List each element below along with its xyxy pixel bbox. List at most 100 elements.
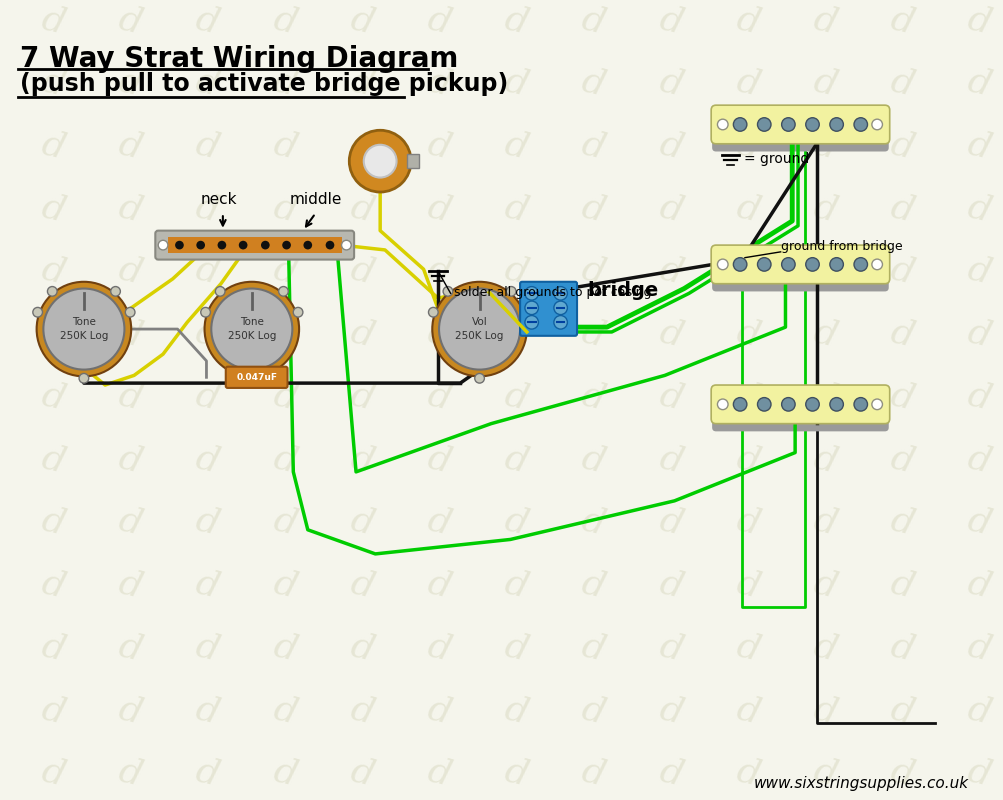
Circle shape (442, 286, 452, 296)
Circle shape (854, 258, 867, 271)
Text: d: d (500, 691, 532, 730)
Circle shape (854, 118, 867, 131)
Text: d: d (886, 566, 917, 604)
Circle shape (110, 286, 120, 296)
Text: d: d (192, 252, 223, 290)
Text: d: d (192, 1, 223, 40)
Text: d: d (963, 440, 994, 479)
Text: d: d (192, 754, 223, 793)
Circle shape (36, 282, 131, 376)
Text: d: d (37, 440, 68, 479)
Text: d: d (886, 754, 917, 793)
Text: d: d (192, 64, 223, 102)
Text: d: d (731, 1, 762, 40)
Text: bridge: bridge (587, 282, 658, 300)
Text: 250K Log: 250K Log (59, 331, 108, 341)
Text: d: d (963, 64, 994, 102)
Circle shape (438, 289, 520, 370)
Circle shape (211, 289, 292, 370)
Text: d: d (500, 440, 532, 479)
Text: Tone: Tone (72, 318, 95, 327)
Text: 7 Way Strat Wiring Diagram: 7 Way Strat Wiring Diagram (20, 46, 458, 74)
Text: d: d (808, 566, 840, 604)
Text: d: d (114, 252, 145, 290)
Circle shape (717, 259, 727, 270)
Text: d: d (731, 566, 762, 604)
FancyBboxPatch shape (710, 245, 889, 284)
Text: d: d (578, 1, 609, 40)
Text: d: d (500, 126, 532, 166)
Text: d: d (500, 566, 532, 604)
Text: d: d (578, 754, 609, 793)
Text: d: d (423, 126, 454, 166)
Circle shape (474, 374, 483, 383)
Text: middle: middle (289, 192, 341, 206)
Text: d: d (37, 189, 68, 228)
Text: d: d (269, 252, 300, 290)
Text: d: d (346, 126, 377, 166)
Text: d: d (886, 691, 917, 730)
Text: d: d (655, 566, 686, 604)
Text: d: d (346, 189, 377, 228)
Circle shape (363, 145, 396, 178)
Text: d: d (886, 628, 917, 667)
Circle shape (805, 118, 818, 131)
Circle shape (175, 241, 184, 250)
Circle shape (197, 241, 205, 250)
Circle shape (525, 315, 538, 329)
Text: d: d (192, 691, 223, 730)
FancyBboxPatch shape (711, 110, 888, 151)
Text: d: d (655, 754, 686, 793)
Text: d: d (269, 378, 300, 416)
Text: d: d (808, 314, 840, 354)
FancyBboxPatch shape (710, 385, 889, 424)
Text: d: d (886, 252, 917, 290)
Circle shape (732, 258, 746, 271)
FancyBboxPatch shape (520, 282, 577, 336)
Text: d: d (423, 691, 454, 730)
Text: d: d (114, 64, 145, 102)
Text: d: d (655, 252, 686, 290)
Text: (push pull to activate bridge pickup): (push pull to activate bridge pickup) (20, 72, 508, 96)
Text: d: d (346, 440, 377, 479)
Text: d: d (269, 628, 300, 667)
Bar (407, 154, 418, 168)
Text: d: d (731, 64, 762, 102)
Text: d: d (963, 252, 994, 290)
Text: d: d (192, 189, 223, 228)
Text: d: d (423, 314, 454, 354)
Text: d: d (731, 189, 762, 228)
Text: d: d (886, 440, 917, 479)
Text: d: d (114, 754, 145, 793)
Circle shape (554, 315, 567, 329)
Circle shape (781, 258, 794, 271)
Circle shape (279, 286, 288, 296)
Text: d: d (423, 566, 454, 604)
Text: d: d (423, 754, 454, 793)
Text: d: d (114, 566, 145, 604)
Text: d: d (500, 64, 532, 102)
Text: d: d (655, 189, 686, 228)
Circle shape (871, 119, 882, 130)
Text: www.sixstringsupplies.co.uk: www.sixstringsupplies.co.uk (753, 777, 968, 791)
Text: d: d (500, 502, 532, 542)
Text: d: d (886, 1, 917, 40)
Text: d: d (269, 189, 300, 228)
Circle shape (732, 398, 746, 411)
Text: d: d (269, 502, 300, 542)
Text: d: d (655, 628, 686, 667)
Circle shape (33, 307, 42, 317)
Text: d: d (886, 64, 917, 102)
Circle shape (325, 241, 334, 250)
Text: d: d (346, 691, 377, 730)
Text: d: d (269, 64, 300, 102)
Text: d: d (578, 691, 609, 730)
Text: d: d (500, 378, 532, 416)
Text: d: d (808, 252, 840, 290)
Text: Tone: Tone (240, 318, 264, 327)
Text: d: d (423, 64, 454, 102)
Text: d: d (578, 64, 609, 102)
Text: d: d (731, 440, 762, 479)
Circle shape (43, 289, 124, 370)
Text: d: d (655, 314, 686, 354)
